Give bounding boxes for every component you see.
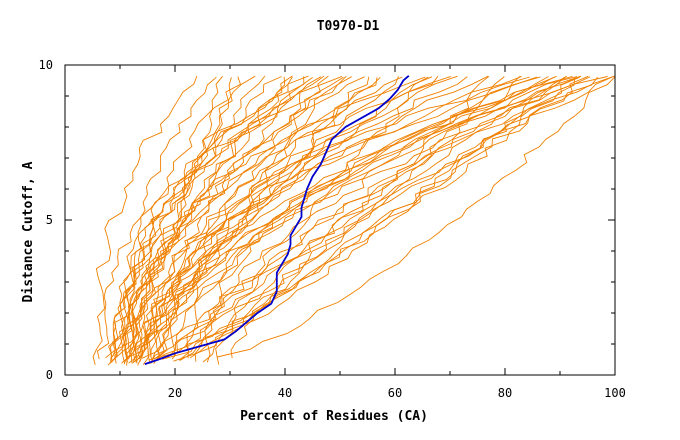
x-tick-label: 0: [61, 386, 68, 400]
chart-title: T0970-D1: [317, 19, 380, 34]
series-line-37: [148, 76, 505, 361]
x-tick-label: 60: [388, 386, 402, 400]
series-line-58: [217, 76, 616, 358]
series-layer: [92, 75, 616, 366]
series-line-34: [138, 76, 468, 360]
series-line-41: [150, 76, 530, 358]
series-line-40: [153, 76, 541, 364]
series-line-26: [137, 76, 403, 359]
series-line-32: [137, 75, 452, 366]
series-line-51: [173, 77, 576, 362]
series-line-17: [121, 75, 325, 364]
series-line-28: [135, 76, 426, 363]
series-line-29: [141, 76, 429, 359]
series-line-56: [202, 76, 598, 363]
series-line-11: [117, 75, 293, 365]
series-line-18: [129, 75, 343, 364]
y-axis-label: Distance Cutoff, A: [21, 161, 36, 302]
series-line-24: [128, 76, 381, 364]
series-line-30: [135, 76, 433, 363]
x-tick-label: 80: [498, 386, 512, 400]
series-line-47: [161, 75, 568, 360]
series-line-42: [151, 76, 538, 362]
series-line-22: [132, 76, 365, 362]
series-line-53: [186, 75, 581, 359]
series-line-20: [124, 76, 344, 363]
series-line-7: [110, 75, 266, 359]
series-line-14: [122, 77, 313, 360]
series-line-38: [147, 75, 522, 362]
y-tick-label: 0: [46, 368, 53, 382]
y-tick-label: 5: [46, 213, 53, 227]
series-line-52: [179, 75, 582, 361]
series-line-54: [189, 75, 589, 359]
series-line-59: [215, 75, 616, 365]
series-line-33: [145, 75, 458, 364]
series-line-48: [169, 75, 573, 357]
highlight-series-line: [144, 75, 410, 365]
series-line-57: [204, 76, 608, 363]
series-line-6: [109, 75, 256, 364]
series-line-49: [171, 76, 578, 360]
series-line-43: [153, 76, 549, 360]
axes-layer: 0 20 40 60 80 100 0 5 10: [39, 58, 626, 400]
series-line-2: [96, 76, 217, 360]
x-axis-label: Percent of Residues (CA): [240, 409, 428, 424]
x-tick-label: 100: [604, 386, 626, 400]
y-tick-label: 10: [39, 58, 53, 72]
x-tick-label: 40: [278, 386, 292, 400]
series-line-46: [166, 77, 565, 359]
x-tick-label: 20: [168, 386, 182, 400]
series-line-25: [132, 77, 378, 363]
series-line-1: [92, 75, 198, 365]
series-line-55: [194, 76, 591, 362]
series-line-60: [230, 76, 613, 359]
